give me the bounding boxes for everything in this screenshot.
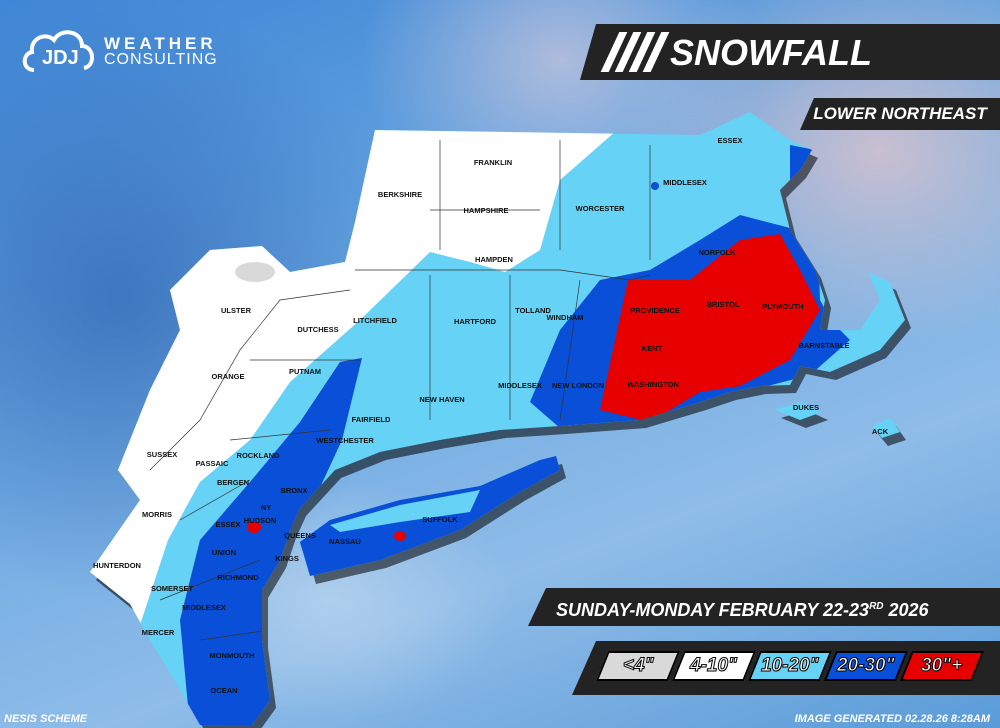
county-label: MIDDLESEX bbox=[663, 178, 707, 187]
logo-mark-text: JDJ bbox=[42, 47, 79, 69]
event-title-end: 2026 BLIZZARD bbox=[888, 600, 929, 620]
zone-20-30-west bbox=[180, 358, 362, 725]
county-label: FAIRFIELD bbox=[352, 415, 391, 424]
county-label: BRISTOL bbox=[707, 300, 740, 309]
county-label: BERGEN bbox=[217, 478, 249, 487]
logo-line1: WEATHER bbox=[104, 33, 217, 53]
county-label: HAMPSHIRE bbox=[463, 206, 508, 215]
county-label: ACK bbox=[872, 427, 889, 436]
zone-30-plus-nj bbox=[247, 521, 261, 533]
county-label: WESTCHESTER bbox=[316, 436, 374, 445]
county-label: HUDSON bbox=[244, 516, 277, 525]
county-label: SUFFOLK bbox=[422, 515, 458, 524]
county-label: NEW LONDON bbox=[552, 381, 604, 390]
county-label: QUEENS bbox=[284, 531, 316, 540]
legend-item-10-20: 10-20" bbox=[747, 651, 833, 681]
legend-item-4-10: 4-10" bbox=[671, 651, 757, 681]
county-label: TOLLAND bbox=[515, 306, 551, 315]
county-labels: BERKSHIRE FRANKLIN HAMPSHIRE HAMPDEN WORCEST… bbox=[93, 136, 889, 695]
county-label: MIDDLESEX bbox=[498, 381, 542, 390]
county-label: PROVIDENCE bbox=[630, 306, 680, 315]
county-label: ROCKLAND bbox=[237, 451, 280, 460]
page-title: SNOWFALL TOTALS bbox=[670, 32, 872, 115]
legend-item-20-30: 20-30" bbox=[823, 651, 909, 681]
zone-10-20-li bbox=[330, 490, 480, 532]
title-banner: SNOWFALL TOTALS bbox=[580, 24, 1000, 80]
county-label: HARTFORD bbox=[454, 317, 497, 326]
county-borders bbox=[149, 140, 651, 641]
county-label: BERKSHIRE bbox=[378, 190, 422, 199]
county-label: RICHMOND bbox=[217, 573, 259, 582]
generated-timestamp: IMAGE GENERATED 02.28.26 8:28AM bbox=[794, 713, 990, 725]
county-label: DUTCHESS bbox=[297, 325, 338, 334]
county-label: NORFOLK bbox=[698, 248, 736, 257]
county-label: BRONX bbox=[280, 486, 307, 495]
legend-label: 30"+ bbox=[921, 655, 963, 677]
logo-line2: CONSULTING bbox=[104, 50, 218, 68]
county-label: NEW HAVEN bbox=[419, 395, 464, 404]
county-label: MONMOUTH bbox=[210, 651, 255, 660]
legend-label: 10-20" bbox=[761, 655, 820, 677]
county-label: DUKES bbox=[793, 403, 819, 412]
legend-label: 20-30" bbox=[837, 655, 896, 677]
county-label: ORANGE bbox=[212, 372, 245, 381]
scheme-label: NESIS SCHEME bbox=[4, 713, 88, 725]
county-label: MORRIS bbox=[142, 510, 172, 519]
legend-label: <4" bbox=[622, 655, 654, 677]
county-label: ESSEX bbox=[215, 520, 240, 529]
county-label: SUSSEX bbox=[147, 450, 177, 459]
county-label: HUNTERDON bbox=[93, 561, 141, 570]
county-label: UNION bbox=[212, 548, 236, 557]
county-label: HAMPDEN bbox=[475, 255, 513, 264]
county-label: KINGS bbox=[275, 554, 299, 563]
county-label: BARNSTABLE bbox=[798, 341, 849, 350]
county-label: SOMERSET bbox=[151, 584, 194, 593]
event-title-main: SUNDAY-MONDAY FEBRUARY 22-23 bbox=[556, 600, 870, 620]
zone-30-plus bbox=[600, 234, 820, 422]
zone-30-plus-li bbox=[394, 531, 406, 541]
county-label: PLYMOUTH bbox=[762, 302, 803, 311]
legend-item-under-4: <4" bbox=[595, 651, 681, 681]
county-label: OCEAN bbox=[210, 686, 237, 695]
county-label: MIDDLESEX bbox=[182, 603, 226, 612]
event-title: SUNDAY-MONDAY FEBRUARY 22-23RD 2026 BLIZ… bbox=[528, 588, 1000, 626]
county-label: FRANKLIN bbox=[474, 158, 512, 167]
county-label: LITCHFIELD bbox=[353, 316, 397, 325]
county-label: ESSEX bbox=[717, 136, 742, 145]
region-subtitle: LOWER NORTHEAST bbox=[800, 98, 1000, 130]
cloud-logo-icon: JDJ bbox=[22, 30, 94, 72]
county-label: KENT bbox=[642, 344, 663, 353]
county-label: WORCESTER bbox=[576, 204, 625, 213]
county-label: NASSAU bbox=[329, 537, 361, 546]
event-title-sup: RD bbox=[869, 601, 884, 612]
county-label: WASHINGTON bbox=[627, 380, 679, 389]
legend: <4" 4-10" 10-20" 20-30" 30"+ bbox=[572, 641, 1000, 695]
county-label: WINDHAM bbox=[546, 313, 583, 322]
logo: JDJ WEATHER CONSULTING bbox=[20, 26, 218, 76]
county-label: NY bbox=[261, 503, 271, 512]
zone-20-30-spot bbox=[651, 182, 659, 190]
county-label: MERCER bbox=[142, 628, 175, 637]
county-label: PUTNAM bbox=[289, 367, 321, 376]
legend-item-30-plus: 30"+ bbox=[899, 651, 985, 681]
county-label: PASSAIC bbox=[196, 459, 229, 468]
county-label: ULSTER bbox=[221, 306, 252, 315]
zone-under-4 bbox=[235, 262, 275, 282]
legend-label: 4-10" bbox=[690, 655, 738, 677]
slash-decoration bbox=[600, 32, 670, 72]
